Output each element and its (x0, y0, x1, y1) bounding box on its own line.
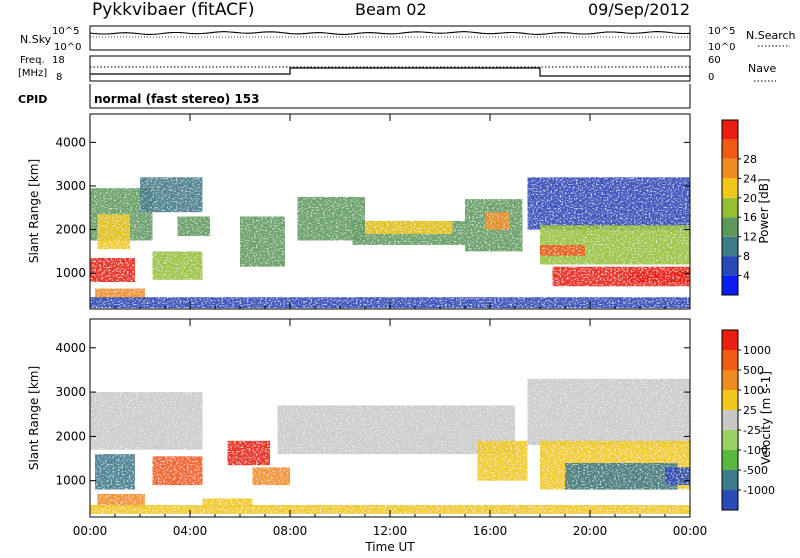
nsky-trace (90, 32, 690, 35)
data-patch (178, 217, 211, 237)
colorbar-swatch (722, 490, 738, 510)
data-patch (478, 441, 528, 481)
colorbar-swatch (722, 120, 738, 139)
x-tick-label: 00:00 (673, 524, 708, 538)
nsearch-tick-top: 10^5 (708, 26, 735, 37)
data-patch (528, 379, 691, 445)
freq-tick-top: 18 (52, 55, 65, 66)
freq-tick-bottom: 8 (56, 72, 62, 83)
nave-label: Nave (748, 62, 776, 75)
cpid-value: normal (fast stereo) 153 (94, 92, 260, 106)
data-patch (540, 225, 690, 264)
colorbar-swatch (722, 256, 738, 275)
y-tick-label: 4000 (55, 135, 86, 149)
x-tick-label: 12:00 (373, 524, 408, 538)
data-patch (153, 251, 203, 279)
data-patch (365, 221, 453, 234)
colorbar-swatch (722, 159, 738, 178)
y-tick-label: 1000 (55, 474, 86, 488)
colorbar-tick-label: -1000 (743, 484, 775, 497)
colorbar-swatch (722, 198, 738, 217)
y-tick-label: 3000 (55, 179, 86, 193)
power-panel: 1000 2000 3000 4000 Slant Range [km] 4 8 12 16… (27, 114, 771, 309)
colorbar-swatch (722, 450, 738, 470)
power-colorbar-label: Power [dB] (757, 178, 771, 243)
x-tick-label: 20:00 (573, 524, 608, 538)
velocity-colorbar-label: Velocity [m s-1] (759, 371, 773, 465)
data-patch (90, 392, 203, 450)
nsky-tick-bottom: 10^0 (54, 42, 81, 53)
colorbar-tick-label: 1000 (743, 344, 771, 357)
colorbar-tick-label: 24 (743, 172, 757, 185)
data-patch (240, 217, 285, 267)
data-patch (665, 467, 690, 485)
data-patch (228, 441, 271, 465)
date-label: 09/Sep/2012 (588, 0, 690, 19)
velocity-data (90, 379, 690, 514)
data-patch (485, 212, 510, 229)
data-patch (140, 177, 203, 212)
colorbar-swatch (722, 330, 738, 350)
data-patch (540, 245, 585, 256)
nave-tick-bottom: 0 (708, 72, 714, 83)
y-tick-label: 2000 (55, 429, 86, 443)
colorbar-swatch (722, 470, 738, 490)
y-tick-label: 1000 (55, 266, 86, 280)
colorbar-swatch (722, 390, 738, 410)
nsearch-tick-bottom: 10^0 (708, 42, 735, 53)
colorbar-swatch (722, 276, 738, 295)
nsky-label: N.Sky (20, 33, 52, 46)
y-tick-label: 3000 (55, 385, 86, 399)
nsearch-label: N.Search (746, 29, 796, 42)
velocity-ylabel: Slant Range [km] (27, 366, 41, 470)
colorbar-tick-label: 16 (743, 211, 757, 224)
data-patch (628, 271, 691, 282)
data-patch (98, 214, 131, 249)
colorbar-tick-label: 12 (743, 231, 757, 244)
x-tick-label: 04:00 (173, 524, 208, 538)
nsky-panel-frame (90, 26, 690, 50)
nsky-tick-top: 10^5 (52, 26, 79, 37)
colorbar-swatch (722, 139, 738, 158)
y-tick-label: 2000 (55, 223, 86, 237)
colorbar-tick-label: 4 (743, 270, 750, 283)
colorbar-swatch (722, 217, 738, 236)
x-axis-label: Time UT (364, 540, 415, 554)
data-patch (528, 177, 691, 229)
colorbar-tick-label: 8 (743, 250, 750, 263)
power-colorbar: 4 8 12 16 20 24 28 (722, 120, 757, 295)
colorbar-swatch (722, 370, 738, 390)
colorbar-swatch (722, 178, 738, 197)
freq-label: Freq. (20, 55, 45, 66)
freq-trace (90, 68, 690, 76)
colorbar-swatch (722, 237, 738, 256)
data-patch (153, 456, 203, 485)
colorbar-swatch (722, 410, 738, 430)
power-ylabel: Slant Range [km] (27, 159, 41, 263)
nave-tick-top: 60 (708, 55, 721, 66)
colorbar-swatch (722, 430, 738, 450)
colorbar-swatch (722, 350, 738, 370)
power-data (90, 177, 690, 308)
data-patch (253, 467, 291, 485)
x-tick-label: 00:00 (73, 524, 108, 538)
freq-unit-label: [MHz] (18, 68, 47, 79)
data-patch (90, 258, 135, 282)
beam-label: Beam 02 (355, 0, 427, 19)
colorbar-tick-label: 20 (743, 192, 757, 205)
data-patch (95, 454, 135, 489)
station-title: Pykkvibaer (fitACF) (92, 0, 254, 20)
colorbar-tick-label: 25 (743, 404, 757, 417)
data-patch (565, 463, 678, 490)
x-tick-label: 08:00 (273, 524, 308, 538)
y-tick-label: 4000 (55, 341, 86, 355)
x-tick-label: 16:00 (473, 524, 508, 538)
cpid-label: CPID (18, 93, 47, 106)
velocity-panel: 1000 2000 3000 4000 00:00 04:00 08:00 12:00 16:… (27, 319, 775, 554)
colorbar-tick-label: 28 (743, 153, 757, 166)
